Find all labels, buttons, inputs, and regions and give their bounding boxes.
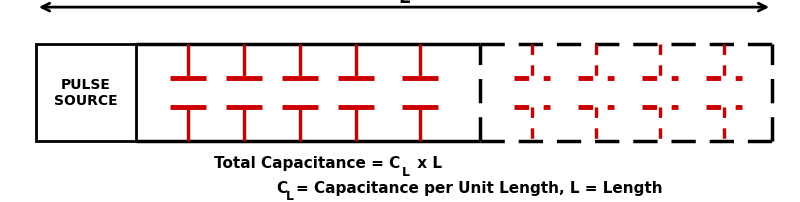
Text: x L: x L <box>412 156 442 171</box>
Text: = Capacitance per Unit Length, L = Length: = Capacitance per Unit Length, L = Lengt… <box>296 180 662 195</box>
Text: L: L <box>398 0 410 7</box>
Text: C: C <box>276 180 287 195</box>
Bar <box>36 44 136 141</box>
Text: L: L <box>402 165 410 178</box>
Text: PULSE
SOURCE: PULSE SOURCE <box>54 78 118 108</box>
Text: Total Capacitance = C: Total Capacitance = C <box>214 156 400 171</box>
Text: L: L <box>286 189 294 202</box>
